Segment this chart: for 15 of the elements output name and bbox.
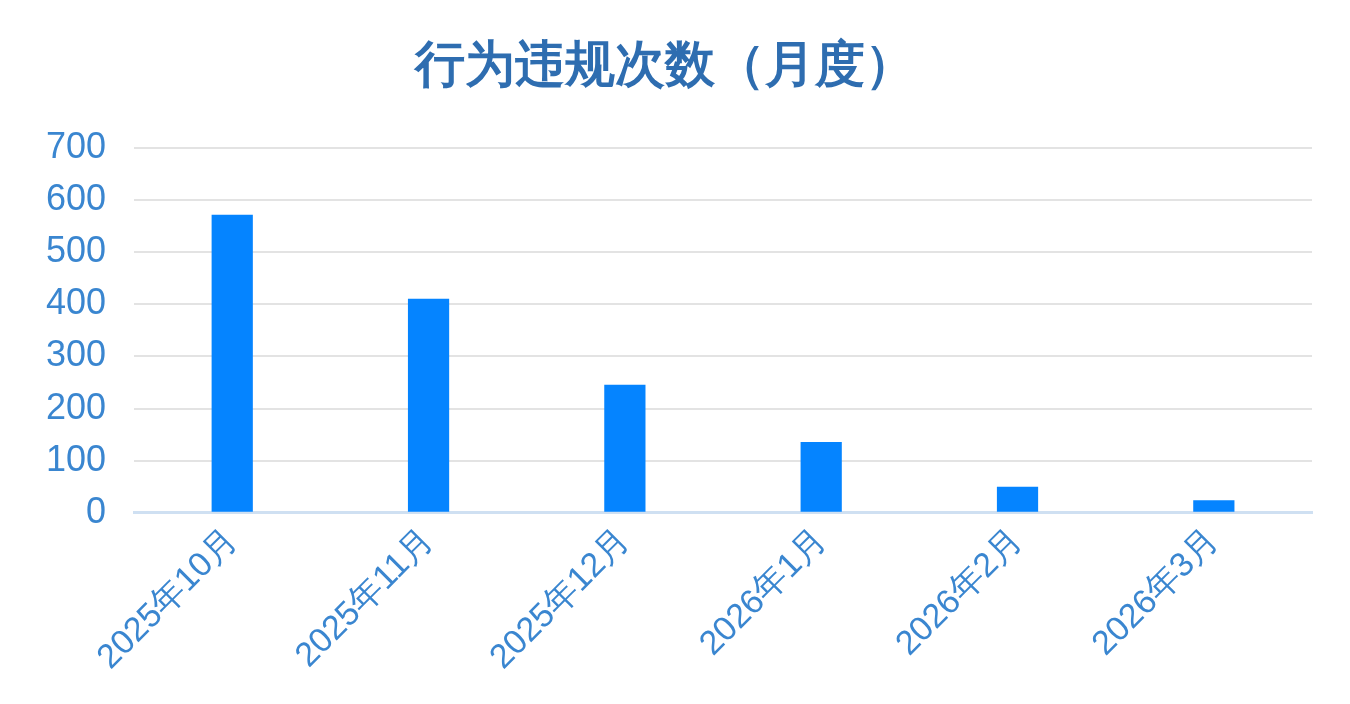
y-tick-label: 700	[45, 124, 107, 166]
bar	[1193, 500, 1235, 512]
y-tick-label: 400	[45, 281, 107, 323]
chart-title: 行为违规次数（月度）	[413, 34, 915, 93]
y-tick-label: 600	[45, 177, 107, 219]
y-tick-label: 100	[45, 437, 107, 479]
bar	[407, 298, 450, 512]
y-tick-label: 500	[45, 229, 107, 271]
bar	[996, 486, 1039, 512]
y-tick-label: 300	[45, 333, 107, 375]
y-tick-label: 200	[45, 385, 107, 427]
y-tick-label: 0	[86, 489, 107, 531]
bar	[800, 441, 842, 512]
bar	[211, 214, 253, 512]
bar	[604, 384, 646, 512]
